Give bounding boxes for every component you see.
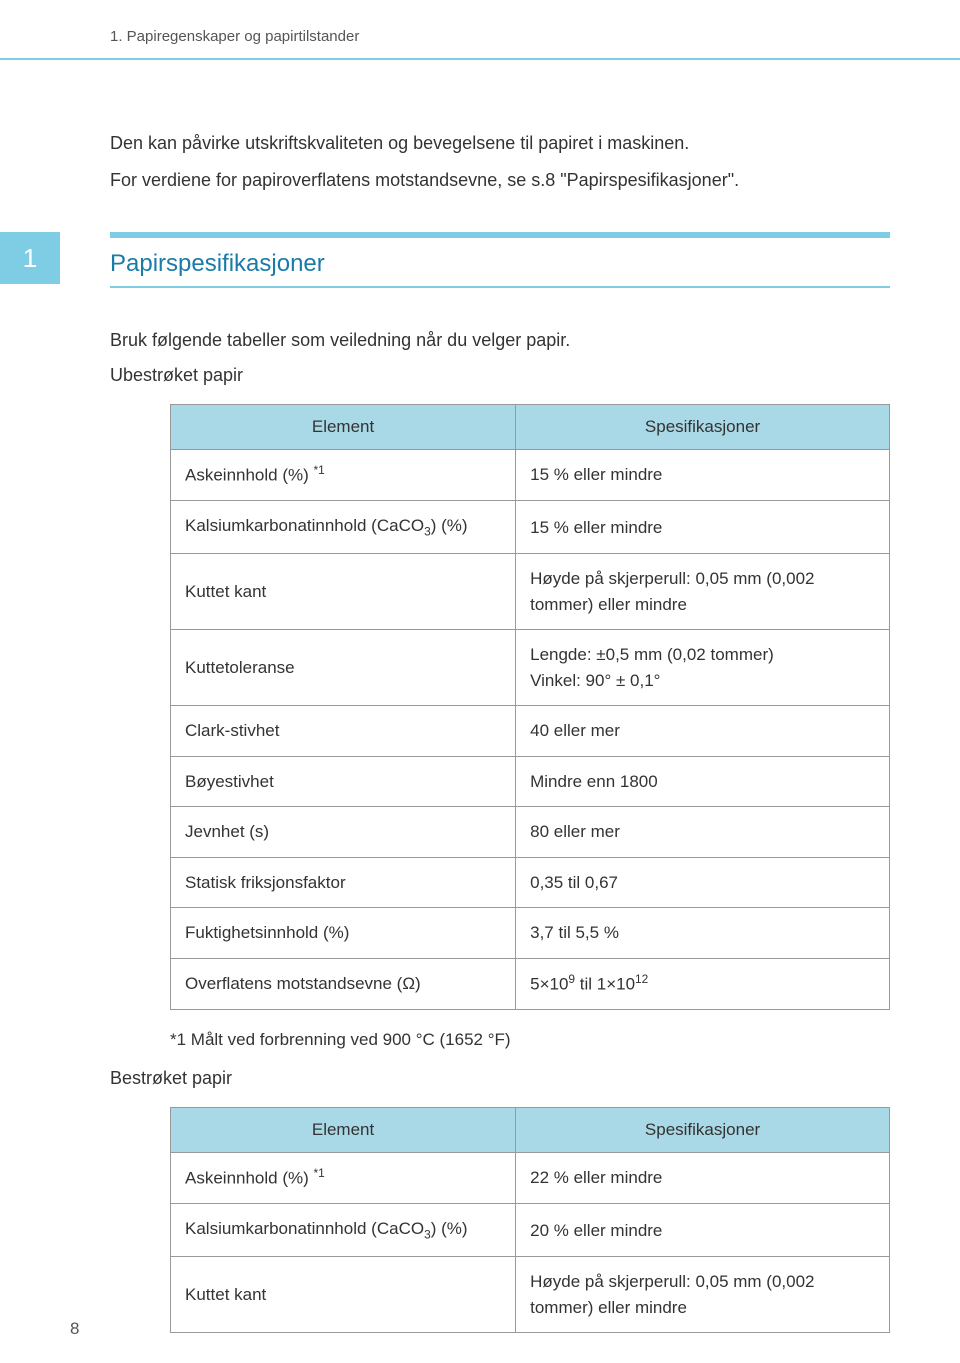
table-ubestroket: Element Spesifikasjoner Askeinnhold (%) … xyxy=(170,404,890,1010)
intro-line-2: For verdiene for papiroverflatens motsta… xyxy=(110,167,890,194)
section-heading-wrap: Papirspesifikasjoner xyxy=(110,232,890,288)
table2-title: Bestrøket papir xyxy=(110,1068,890,1089)
table1-spec-cell: 3,7 til 5,5 % xyxy=(516,908,890,959)
header-divider xyxy=(0,58,960,60)
table1-element-cell: Fuktighetsinnhold (%) xyxy=(171,908,516,959)
table1-row: Fuktighetsinnhold (%)3,7 til 5,5 % xyxy=(171,908,890,959)
intro-line-1: Den kan påvirke utskriftskvaliteten og b… xyxy=(110,130,890,157)
section-number-tab: 1 xyxy=(0,232,60,284)
table2-spec-cell: 20 % eller mindre xyxy=(516,1204,890,1257)
table2-row: Kuttet kantHøyde på skjerperull: 0,05 mm… xyxy=(171,1257,890,1333)
table1-spec-cell: 15 % eller mindre xyxy=(516,450,890,501)
table1-spec-cell: 80 eller mer xyxy=(516,807,890,858)
table1-row: Kalsiumkarbonatinnhold (CaCO3) (%)15 % e… xyxy=(171,501,890,554)
table2-spec-cell: 22 % eller mindre xyxy=(516,1153,890,1204)
table1-header-element: Element xyxy=(171,405,516,450)
table1-element-cell: Clark-stivhet xyxy=(171,706,516,757)
table2-element-cell: Kuttet kant xyxy=(171,1257,516,1333)
table1-spec-cell: 15 % eller mindre xyxy=(516,501,890,554)
table1-row: Kuttet kantHøyde på skjerperull: 0,05 mm… xyxy=(171,554,890,630)
table1-row: KuttetoleranseLengde: ±0,5 mm (0,02 tomm… xyxy=(171,630,890,706)
table1-element-cell: Kuttet kant xyxy=(171,554,516,630)
table2-element-cell: Askeinnhold (%) *1 xyxy=(171,1153,516,1204)
table1-element-cell: Bøyestivhet xyxy=(171,756,516,807)
table1-row: Jevnhet (s)80 eller mer xyxy=(171,807,890,858)
table1-element-cell: Kuttetoleranse xyxy=(171,630,516,706)
page-number: 8 xyxy=(70,1319,79,1339)
table1-element-cell: Askeinnhold (%) *1 xyxy=(171,450,516,501)
table-bestroket: Element Spesifikasjoner Askeinnhold (%) … xyxy=(170,1107,890,1333)
table1-element-cell: Overflatens motstandsevne (Ω) xyxy=(171,958,516,1009)
table1-footnote: *1 Målt ved forbrenning ved 900 °C (1652… xyxy=(170,1030,890,1050)
table1-spec-cell: Høyde på skjerperull: 0,05 mm (0,002 tom… xyxy=(516,554,890,630)
table1-element-cell: Jevnhet (s) xyxy=(171,807,516,858)
table1-element-cell: Kalsiumkarbonatinnhold (CaCO3) (%) xyxy=(171,501,516,554)
table1-spec-cell: 0,35 til 0,67 xyxy=(516,857,890,908)
table1-spec-cell: 5×109 til 1×1012 xyxy=(516,958,890,1009)
table2-header-element: Element xyxy=(171,1108,516,1153)
section-lead: Bruk følgende tabeller som veiledning nå… xyxy=(110,330,890,351)
table2-row: Kalsiumkarbonatinnhold (CaCO3) (%)20 % e… xyxy=(171,1204,890,1257)
table2-header-spec: Spesifikasjoner xyxy=(516,1108,890,1153)
table1-title: Ubestrøket papir xyxy=(110,365,890,386)
table1-spec-cell: 40 eller mer xyxy=(516,706,890,757)
breadcrumb: 1. Papiregenskaper og papirtilstander xyxy=(110,28,359,45)
table2-element-cell: Kalsiumkarbonatinnhold (CaCO3) (%) xyxy=(171,1204,516,1257)
table1-row: Overflatens motstandsevne (Ω)5×109 til 1… xyxy=(171,958,890,1009)
table1-row: Statisk friksjonsfaktor0,35 til 0,67 xyxy=(171,857,890,908)
heading-topbar xyxy=(110,232,890,238)
table2-spec-cell: Høyde på skjerperull: 0,05 mm (0,002 tom… xyxy=(516,1257,890,1333)
table1-row: Clark-stivhet40 eller mer xyxy=(171,706,890,757)
section-body: Bruk følgende tabeller som veiledning nå… xyxy=(110,330,890,1333)
table1-row: BøyestivhetMindre enn 1800 xyxy=(171,756,890,807)
table1-spec-cell: Lengde: ±0,5 mm (0,02 tommer)Vinkel: 90°… xyxy=(516,630,890,706)
table1-element-cell: Statisk friksjonsfaktor xyxy=(171,857,516,908)
table1-row: Askeinnhold (%) *115 % eller mindre xyxy=(171,450,890,501)
section-heading: Papirspesifikasjoner xyxy=(110,244,890,286)
table1-header-spec: Spesifikasjoner xyxy=(516,405,890,450)
heading-bottombar xyxy=(110,286,890,288)
intro-block: Den kan påvirke utskriftskvaliteten og b… xyxy=(110,130,890,204)
table1-spec-cell: Mindre enn 1800 xyxy=(516,756,890,807)
table2-row: Askeinnhold (%) *122 % eller mindre xyxy=(171,1153,890,1204)
